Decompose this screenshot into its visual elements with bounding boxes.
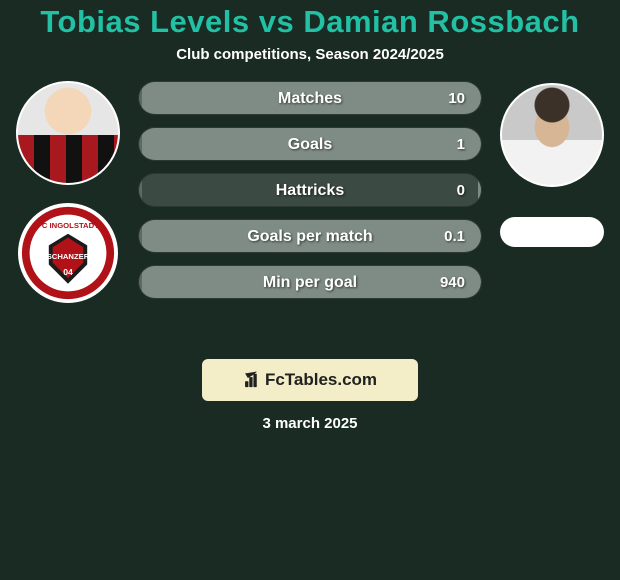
left-player-column: SCHANZER FC INGOLSTADT 04 xyxy=(8,81,128,303)
stat-bar: Goals per match0.1 xyxy=(138,219,482,253)
subtitle: Club competitions, Season 2024/2025 xyxy=(0,46,620,63)
brand-text: FcTables.com xyxy=(265,370,377,390)
stat-value-right: 1 xyxy=(457,128,465,160)
content-area: SCHANZER FC INGOLSTADT 04 Matches10Goals… xyxy=(0,81,620,341)
date-label: 3 march 2025 xyxy=(0,415,620,432)
player-right-club-badge xyxy=(500,217,604,247)
right-player-column xyxy=(492,81,612,247)
comparison-card: Tobias Levels vs Damian Rossbach Club co… xyxy=(0,0,620,580)
stat-value-right: 940 xyxy=(440,266,465,298)
svg-text:SCHANZER: SCHANZER xyxy=(47,252,90,261)
stat-label: Goals per match xyxy=(139,220,481,252)
stat-bar: Hattricks0 xyxy=(138,173,482,207)
stat-bars: Matches10Goals1Hattricks0Goals per match… xyxy=(138,81,482,311)
player-left-club-badge: SCHANZER FC INGOLSTADT 04 xyxy=(18,203,118,303)
page-title: Tobias Levels vs Damian Rossbach xyxy=(10,4,610,40)
stat-label: Goals xyxy=(139,128,481,160)
branding-badge: FcTables.com xyxy=(202,359,418,401)
player-left-avatar xyxy=(16,81,120,185)
stat-value-right: 0 xyxy=(457,174,465,206)
stat-bar: Min per goal940 xyxy=(138,265,482,299)
stat-label: Min per goal xyxy=(139,266,481,298)
svg-text:04: 04 xyxy=(63,267,73,277)
bar-chart-icon xyxy=(243,370,263,390)
stat-label: Matches xyxy=(139,82,481,114)
stat-bar: Matches10 xyxy=(138,81,482,115)
player-right-avatar xyxy=(500,83,604,187)
svg-text:FC INGOLSTADT: FC INGOLSTADT xyxy=(37,221,99,230)
stat-bar: Goals1 xyxy=(138,127,482,161)
stat-value-right: 0.1 xyxy=(444,220,465,252)
stat-label: Hattricks xyxy=(139,174,481,206)
stat-value-right: 10 xyxy=(448,82,465,114)
